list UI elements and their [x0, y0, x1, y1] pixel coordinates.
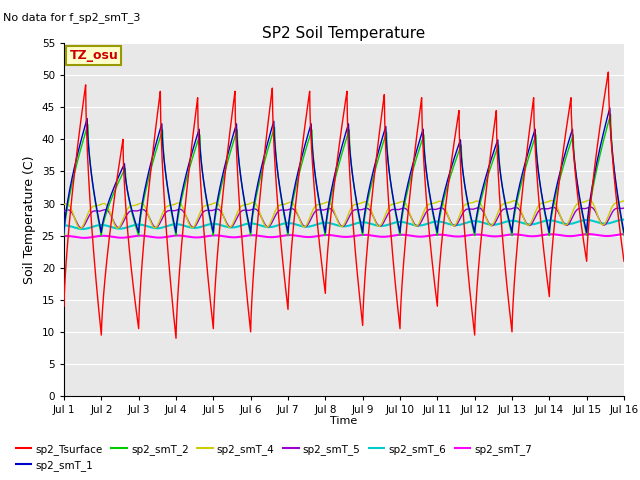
X-axis label: Time: Time [330, 417, 358, 426]
Title: SP2 Soil Temperature: SP2 Soil Temperature [262, 25, 426, 41]
Text: TZ_osu: TZ_osu [70, 49, 118, 62]
Legend: sp2_Tsurface, sp2_smT_1, sp2_smT_2, sp2_smT_4, sp2_smT_5, sp2_smT_6, sp2_smT_7: sp2_Tsurface, sp2_smT_1, sp2_smT_2, sp2_… [12, 439, 536, 475]
Text: No data for f_sp2_smT_3: No data for f_sp2_smT_3 [3, 12, 141, 23]
Y-axis label: Soil Temperature (C): Soil Temperature (C) [23, 156, 36, 284]
